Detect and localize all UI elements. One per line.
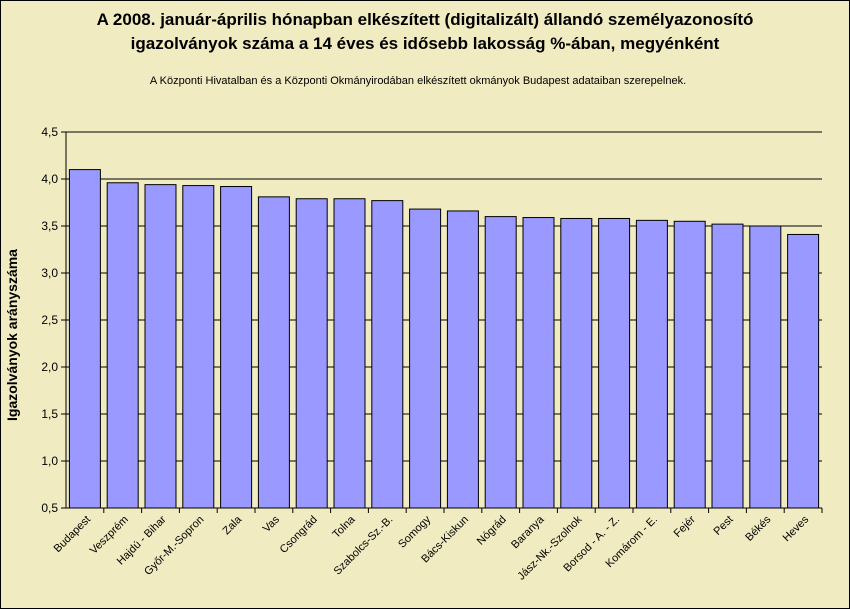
x-tick-label: Somogy	[396, 513, 433, 550]
y-tick-label: 4,0	[41, 172, 58, 186]
chart-title-line-1: A 2008. január-április hónapban elkészít…	[96, 10, 754, 29]
bar	[220, 186, 253, 509]
x-tick-label: Csongrád	[278, 514, 320, 556]
y-tick-label: 2,0	[41, 360, 58, 374]
bar	[522, 217, 555, 509]
y-tick-label: 4,5	[41, 125, 58, 139]
bar	[711, 223, 744, 509]
bar	[144, 184, 177, 509]
bar	[409, 208, 442, 509]
bar	[484, 216, 517, 509]
chart-title-line-2: igazolványok száma a 14 éves és idősebb …	[130, 34, 720, 53]
bar	[106, 182, 139, 509]
bar	[749, 225, 782, 509]
x-tick-label: Pest	[712, 514, 736, 538]
x-tick-label: Jász-Nk.-Szolnok	[515, 513, 584, 582]
bar	[635, 219, 668, 509]
x-tick-label: Zala	[221, 513, 245, 537]
y-tick-label: 2,5	[41, 313, 58, 327]
bar	[598, 217, 631, 509]
chart-title: A 2008. január-április hónapban elkészít…	[0, 8, 850, 56]
chart-subtitle: A Központi Hivatalban és a Központi Okmá…	[149, 75, 687, 87]
x-tick-label: Heves	[781, 513, 812, 544]
y-tick-label: 1,5	[41, 407, 58, 421]
x-tick-label: Tolna	[331, 513, 359, 541]
y-tick-label: 3,0	[41, 266, 58, 280]
bar	[560, 217, 593, 509]
bar	[257, 196, 290, 509]
bar	[333, 198, 366, 509]
x-tick-label: Békés	[743, 513, 773, 543]
x-tick-label: Vas	[261, 513, 283, 535]
y-tick-label: 0,5	[41, 501, 58, 515]
bar	[371, 200, 404, 509]
x-tick-label: Nógrád	[475, 514, 509, 548]
bar	[182, 185, 215, 509]
bar	[446, 210, 479, 509]
bar	[673, 220, 706, 509]
y-tick-label: 3,5	[41, 219, 58, 233]
bar	[68, 169, 101, 509]
x-tick-label: Baranya	[509, 513, 547, 551]
x-tick-label: Fejér	[672, 513, 698, 539]
x-tick-label: Budapest	[52, 514, 93, 555]
y-tick-label: 1,0	[41, 454, 58, 468]
bar	[787, 233, 820, 509]
bar	[295, 198, 328, 509]
